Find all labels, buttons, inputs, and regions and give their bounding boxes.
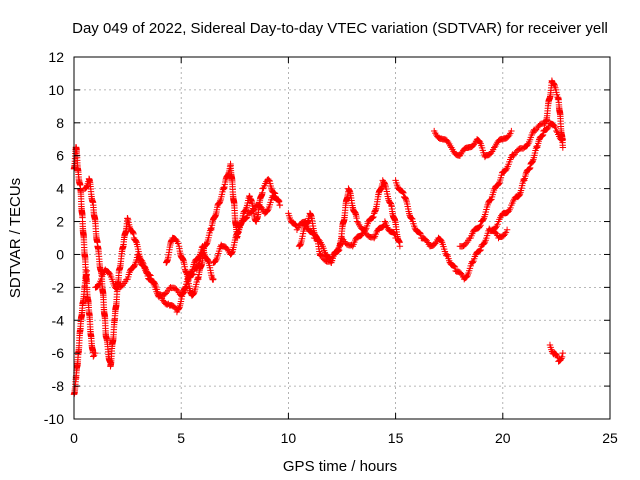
y-tick-label: -10 xyxy=(44,411,64,427)
series-markers xyxy=(430,127,515,161)
series-arc-9 xyxy=(392,177,511,283)
series-arc-3 xyxy=(81,175,206,370)
series-markers xyxy=(295,210,399,266)
y-tick-label: 8 xyxy=(56,115,64,131)
y-tick-labels: -10 -8 -6 -4 -2 0 2 4 6 8 10 12 xyxy=(44,49,64,427)
x-tick-label: 0 xyxy=(70,430,78,446)
y-tick-label: -8 xyxy=(52,378,65,394)
x-tick-label: 20 xyxy=(495,430,511,446)
series-markers xyxy=(546,341,567,365)
y-axis-title: SDTVAR / TECUs xyxy=(7,178,24,298)
x-tick-label: 5 xyxy=(177,430,185,446)
series-markers xyxy=(210,192,284,266)
series-markers xyxy=(392,177,511,283)
chart-title: Day 049 of 2022, Sidereal Day-to-day VTE… xyxy=(72,20,608,37)
series-arc-10 xyxy=(430,127,515,161)
y-tick-label: 0 xyxy=(56,246,64,262)
x-tick-label: 25 xyxy=(602,430,618,446)
y-tick-label: 2 xyxy=(56,214,64,230)
y-tick-label: 4 xyxy=(56,181,64,197)
x-tick-labels: 0 5 10 15 20 25 xyxy=(70,430,618,446)
series-markers xyxy=(81,175,206,370)
y-tick-label: -6 xyxy=(52,345,65,361)
y-tick-label: 12 xyxy=(48,49,64,65)
series-arc-12 xyxy=(488,119,567,233)
y-tick-label: -4 xyxy=(52,312,65,328)
data-points xyxy=(70,77,567,398)
x-tick-label: 10 xyxy=(281,430,297,446)
x-tick-label: 15 xyxy=(388,430,404,446)
series-markers xyxy=(488,119,567,233)
tick-marks xyxy=(73,56,611,420)
y-tick-label: 6 xyxy=(56,148,64,164)
x-axis-title: GPS time / hours xyxy=(283,458,397,475)
plot-frame xyxy=(73,56,611,420)
y-tick-label: 10 xyxy=(48,82,64,98)
series-arc-11 xyxy=(456,77,567,250)
y-tick-label: -2 xyxy=(52,279,65,295)
series-markers xyxy=(456,77,567,250)
series-arc-6 xyxy=(210,192,284,266)
series-arc-8 xyxy=(295,210,399,266)
series-arc-13 xyxy=(546,341,567,365)
